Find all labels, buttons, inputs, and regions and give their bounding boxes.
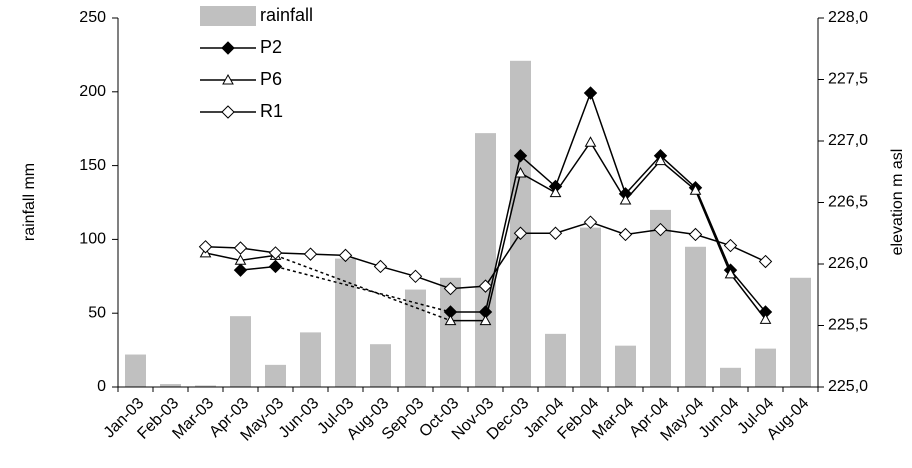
marker bbox=[723, 238, 738, 253]
bar bbox=[160, 384, 181, 387]
marker bbox=[514, 166, 527, 178]
y2-axis-title: elevation m asl bbox=[889, 149, 906, 256]
marker bbox=[268, 246, 283, 260]
legend-label: R1 bbox=[260, 101, 283, 121]
marker bbox=[758, 254, 773, 269]
marker bbox=[689, 184, 702, 195]
legend-label: P2 bbox=[260, 37, 282, 57]
bar bbox=[650, 209, 671, 387]
x-tick-label: Jun-03 bbox=[276, 395, 323, 442]
marker bbox=[338, 248, 353, 263]
legend-marker bbox=[221, 41, 235, 55]
bar bbox=[510, 60, 531, 387]
marker bbox=[444, 314, 457, 326]
marker bbox=[549, 186, 562, 198]
y-tick-label: 150 bbox=[79, 157, 106, 174]
marker bbox=[373, 259, 388, 274]
marker bbox=[583, 86, 598, 100]
y-tick-label: 100 bbox=[79, 231, 106, 248]
legend-swatch bbox=[200, 6, 256, 26]
marker bbox=[233, 263, 248, 277]
marker bbox=[548, 226, 563, 240]
y-axis-title: rainfall mm bbox=[21, 163, 38, 241]
legend-marker bbox=[222, 73, 234, 85]
marker bbox=[479, 314, 492, 326]
marker bbox=[653, 222, 668, 237]
bar bbox=[545, 333, 566, 387]
bar bbox=[125, 354, 146, 387]
y2-tick-label: 225,5 bbox=[828, 317, 868, 334]
marker bbox=[618, 227, 633, 242]
y-tick-label: 50 bbox=[88, 304, 106, 321]
marker bbox=[408, 269, 423, 284]
marker bbox=[583, 215, 598, 229]
marker bbox=[759, 313, 772, 324]
bar bbox=[405, 289, 426, 387]
bar bbox=[300, 332, 321, 387]
marker bbox=[724, 267, 737, 279]
marker bbox=[584, 136, 597, 147]
bar bbox=[720, 367, 741, 387]
legend-label: P6 bbox=[260, 69, 282, 89]
y-tick-label: 250 bbox=[79, 9, 106, 26]
y-tick-label: 200 bbox=[79, 83, 106, 100]
y-tick-label: 0 bbox=[97, 378, 106, 395]
x-tick-label: Jun-04 bbox=[696, 395, 743, 442]
bar bbox=[370, 344, 391, 387]
y2-tick-label: 227,5 bbox=[828, 71, 868, 88]
bar bbox=[440, 277, 461, 387]
legend-marker bbox=[221, 105, 235, 119]
y2-tick-label: 228,0 bbox=[828, 9, 868, 26]
bar bbox=[265, 364, 286, 387]
marker bbox=[233, 241, 248, 255]
marker bbox=[268, 259, 283, 274]
y2-tick-label: 227,0 bbox=[828, 132, 868, 149]
marker bbox=[688, 227, 703, 242]
bar bbox=[230, 316, 251, 387]
marker bbox=[303, 247, 318, 261]
bar bbox=[615, 345, 636, 387]
marker bbox=[443, 281, 458, 296]
y2-tick-label: 225,0 bbox=[828, 378, 868, 395]
marker bbox=[654, 154, 667, 166]
gap-connector bbox=[275, 254, 451, 322]
bar bbox=[790, 277, 811, 387]
marker bbox=[619, 194, 632, 205]
marker bbox=[234, 254, 247, 265]
legend-label: rainfall bbox=[260, 5, 313, 25]
marker bbox=[198, 240, 213, 254]
bar bbox=[475, 133, 496, 387]
bar bbox=[580, 227, 601, 387]
y2-tick-label: 226,0 bbox=[828, 255, 868, 272]
marker bbox=[513, 226, 528, 240]
y2-tick-label: 226,5 bbox=[828, 194, 868, 211]
bar bbox=[755, 348, 776, 387]
bar bbox=[195, 385, 216, 387]
bar bbox=[335, 258, 356, 387]
gap-connector bbox=[275, 265, 451, 313]
marker bbox=[513, 149, 528, 163]
bar bbox=[685, 246, 706, 387]
marker bbox=[478, 279, 493, 293]
